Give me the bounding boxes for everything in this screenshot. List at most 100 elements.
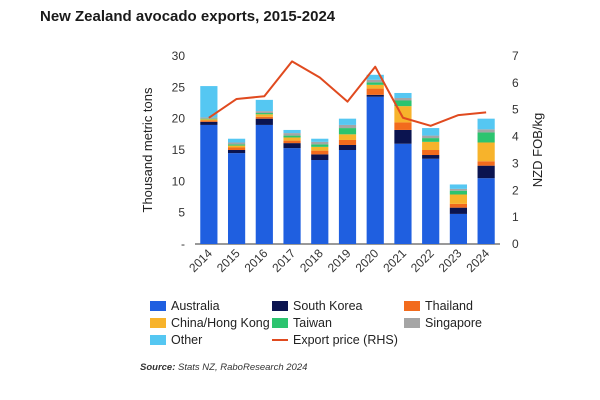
legend-swatch [150, 301, 166, 311]
bar-segment [255, 99, 273, 112]
bar-segment [366, 96, 384, 244]
y2-tick-label: 3 [512, 156, 519, 170]
legend-swatch [404, 318, 420, 328]
chart-area: - 5 10 15 20 25 30 0 1 2 3 4 5 6 7 Thousand metric tons… [140, 49, 545, 275]
bar-segment [311, 146, 329, 151]
bar-segment [449, 190, 468, 195]
legend-item: South Korea [272, 298, 404, 314]
bar-segment [200, 124, 218, 244]
bar-segment [200, 121, 218, 125]
y2-tick-label: 0 [512, 237, 519, 251]
bar-segment [227, 144, 246, 146]
bar-segment [477, 161, 495, 166]
legend-swatch [404, 301, 420, 311]
x-tick-label: 2023 [436, 246, 465, 275]
y2-tick-label: 5 [512, 103, 519, 117]
bar-segment [366, 74, 384, 80]
legend: Australia South Korea Thailand China/Hong K… [150, 298, 530, 348]
source-note: Source: Stats NZ, RaboResearch 2024 [140, 362, 307, 373]
bar-segment [449, 213, 468, 244]
legend-item: Thailand [404, 298, 514, 314]
bar-segment [394, 129, 412, 144]
bar-segment [477, 118, 495, 130]
bar-segment [338, 150, 357, 244]
legend-swatch [150, 335, 166, 345]
bar-segment [366, 94, 384, 97]
bar-segment [422, 155, 440, 159]
y2-tick-label: 6 [512, 76, 519, 90]
bar-segment [283, 129, 301, 134]
bar-segment [422, 141, 440, 150]
bar-segment [394, 100, 412, 107]
bar-segment [227, 153, 246, 244]
bar-segment [477, 129, 495, 133]
bar-segment [200, 117, 218, 119]
bar-segment [366, 84, 384, 89]
y-tick-label: 15 [172, 143, 186, 157]
legend-item: China/Hong Kong [150, 315, 272, 331]
export-price-line [208, 60, 487, 127]
bar-segment [338, 139, 357, 145]
legend-item: Australia [150, 298, 272, 314]
bar-segment [338, 134, 357, 140]
bar-segment [311, 141, 329, 145]
bar-segment [477, 165, 495, 179]
bar-segment [422, 158, 440, 244]
x-tick-label: 2020 [353, 246, 382, 275]
bar-segment [200, 86, 218, 118]
x-tick-label: 2015 [214, 246, 243, 275]
bar-segment [338, 124, 357, 129]
bar-segment [449, 184, 468, 189]
bar-segment [477, 142, 495, 162]
bar-segment [394, 143, 412, 244]
y-tick-label: 25 [172, 80, 186, 94]
bar-segment [477, 178, 495, 244]
bar-segment [255, 114, 273, 117]
x-tick-label: 2014 [186, 246, 215, 275]
bar-segment [422, 128, 440, 136]
bar-segment [449, 188, 468, 191]
bar-segment [422, 135, 440, 139]
x-tick-label: 2017 [269, 246, 298, 275]
x-tick-label: 2022 [408, 246, 437, 275]
bar-segment [338, 118, 357, 125]
bar-segment [255, 116, 273, 119]
legend-item: Taiwan [272, 315, 404, 331]
source-text: Stats NZ, RaboResearch 2024 [178, 362, 308, 373]
bar-segment [366, 82, 384, 85]
bar-segment [394, 97, 412, 101]
bar-segment [422, 150, 440, 156]
source-label: Source: [140, 362, 176, 373]
legend-item: Other [150, 332, 272, 348]
x-tick-label: 2018 [297, 246, 326, 275]
bar-segment [200, 119, 218, 121]
legend-item: Export price (RHS) [272, 332, 404, 348]
y2-tick-label: 4 [512, 130, 519, 144]
chart-title: New Zealand avocado exports, 2015-2024 [40, 8, 336, 25]
bar-segment [311, 138, 329, 142]
bar-segment [200, 120, 218, 122]
legend-label: China/Hong Kong [171, 316, 270, 330]
bar-segment [227, 138, 246, 143]
legend-swatch [272, 318, 288, 328]
y-tick-label: 10 [172, 174, 186, 188]
bar-segment [311, 150, 329, 155]
y2-tick-label: 7 [512, 49, 519, 63]
legend-label: Taiwan [293, 316, 332, 330]
legend-label: Other [171, 333, 203, 347]
bar-segment [311, 160, 329, 244]
x-tick-label: 2024 [463, 246, 492, 275]
legend-swatch [272, 301, 288, 311]
bar-segment [227, 150, 246, 154]
y-tick-label: 5 [178, 206, 185, 220]
bar-segment [200, 118, 218, 120]
bar-segment [422, 138, 440, 142]
bar-segment [283, 135, 301, 138]
y-axis-title: Thousand metric tons [140, 87, 155, 213]
bar-segment [449, 207, 468, 214]
legend-label: Export price (RHS) [293, 333, 398, 347]
bar-segment [338, 128, 357, 135]
x-tick-label: 2021 [380, 246, 409, 275]
bar-segment [283, 148, 301, 244]
bar-segment [283, 133, 301, 136]
